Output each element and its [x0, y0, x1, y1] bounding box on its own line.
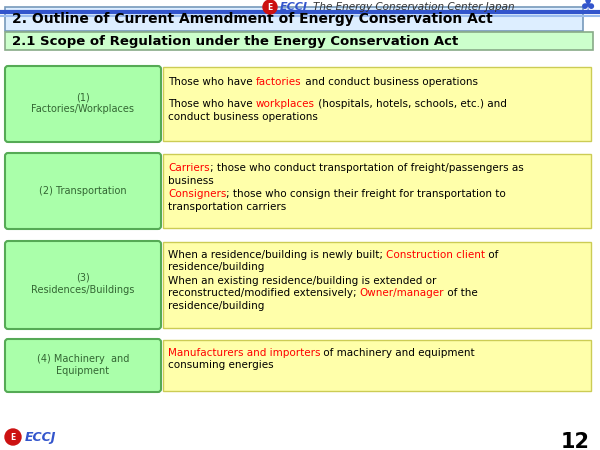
FancyBboxPatch shape [163, 154, 591, 228]
Text: ECCJ: ECCJ [25, 431, 56, 444]
FancyBboxPatch shape [5, 7, 583, 31]
Text: Consigners: Consigners [168, 189, 226, 199]
Text: factories: factories [256, 77, 302, 87]
Text: When a residence/building is newly built;: When a residence/building is newly built… [168, 250, 386, 260]
FancyBboxPatch shape [5, 241, 161, 329]
Text: business: business [168, 176, 214, 185]
Text: E: E [10, 432, 16, 441]
Text: of the: of the [445, 288, 478, 298]
Text: Residences/Buildings: Residences/Buildings [31, 285, 134, 295]
Text: ♣: ♣ [580, 0, 596, 15]
Text: (1): (1) [76, 92, 90, 102]
Text: of: of [485, 250, 499, 260]
Text: reconstructed/modified extensively;: reconstructed/modified extensively; [168, 288, 360, 298]
FancyBboxPatch shape [5, 66, 161, 142]
Text: Those who have: Those who have [168, 77, 256, 87]
Text: 2.1 Scope of Regulation under the Energy Conservation Act: 2.1 Scope of Regulation under the Energy… [12, 35, 458, 48]
FancyBboxPatch shape [163, 340, 591, 391]
Text: transportation carriers: transportation carriers [168, 202, 286, 211]
Text: (2) Transportation: (2) Transportation [39, 186, 127, 196]
Circle shape [263, 0, 277, 14]
Text: Equipment: Equipment [56, 365, 110, 375]
Text: 12: 12 [561, 432, 590, 450]
Text: (4) Machinery  and: (4) Machinery and [37, 354, 129, 364]
Text: and conduct business operations: and conduct business operations [302, 77, 478, 87]
Text: ECCJ: ECCJ [280, 2, 308, 12]
Circle shape [5, 429, 21, 445]
FancyBboxPatch shape [5, 153, 161, 229]
FancyBboxPatch shape [163, 67, 591, 141]
FancyBboxPatch shape [5, 32, 593, 50]
Text: Those who have: Those who have [168, 99, 256, 109]
Text: ; those who conduct transportation of freight/passengers as: ; those who conduct transportation of fr… [209, 163, 523, 173]
Text: residence/building: residence/building [168, 262, 265, 273]
Text: When an existing residence/building is extended or: When an existing residence/building is e… [168, 276, 436, 286]
Text: Owner/manager: Owner/manager [360, 288, 445, 298]
Text: Factories/Workplaces: Factories/Workplaces [32, 104, 134, 114]
Text: Manufacturers and importers: Manufacturers and importers [168, 348, 320, 358]
Text: ; those who consign their freight for transportation to: ; those who consign their freight for tr… [226, 189, 506, 199]
Text: conduct business operations: conduct business operations [168, 112, 318, 122]
Text: (hospitals, hotels, schools, etc.) and: (hospitals, hotels, schools, etc.) and [315, 99, 507, 109]
Text: E: E [268, 3, 272, 12]
Text: workplaces: workplaces [256, 99, 315, 109]
Text: Carriers: Carriers [168, 163, 209, 173]
Text: The Energy Conservation Center Japan: The Energy Conservation Center Japan [313, 2, 515, 12]
FancyBboxPatch shape [163, 242, 591, 328]
Text: of machinery and equipment: of machinery and equipment [320, 348, 475, 358]
FancyBboxPatch shape [5, 339, 161, 392]
Text: consuming energies: consuming energies [168, 360, 274, 370]
Text: residence/building: residence/building [168, 301, 265, 311]
Text: 2. Outline of Current Amendment of Energy Conservation Act: 2. Outline of Current Amendment of Energ… [12, 12, 493, 26]
Text: Construction client: Construction client [386, 250, 485, 260]
Text: (3): (3) [76, 273, 90, 283]
